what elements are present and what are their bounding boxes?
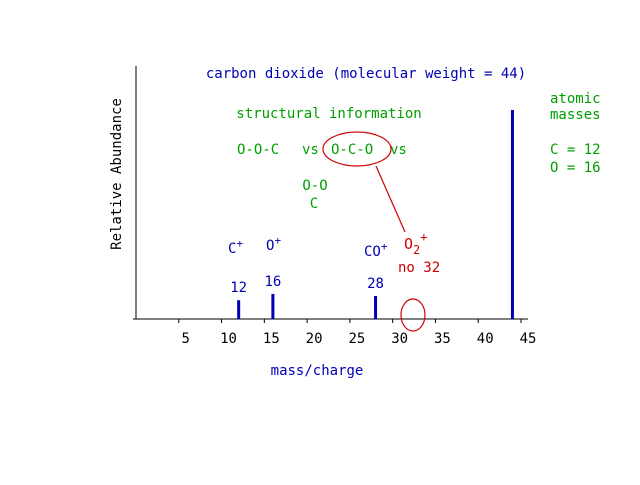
structure-oco: O-C-O (331, 142, 373, 158)
structure-vs-1: vs (302, 142, 319, 158)
oco-highlight-ellipse (322, 131, 392, 167)
x-tick-label: 20 (306, 331, 323, 347)
x-tick-label: 15 (263, 331, 280, 347)
bar-label-28: 28 (367, 276, 384, 292)
missing-32-ellipse (400, 298, 426, 332)
x-ticks: 5 10 15 20 25 30 35 40 45 (178, 319, 537, 347)
atomic-value-o: O = 16 (550, 160, 601, 176)
bar-mz-44 (510, 110, 514, 319)
atomic-heading-line1: atomic (550, 91, 601, 107)
x-tick-label: 10 (220, 331, 237, 347)
bar-mz-12 (237, 300, 241, 319)
y-axis-label: Relative Abundance (109, 98, 125, 250)
bar-label-16: 16 (264, 274, 281, 290)
atomic-value-c: C = 12 (550, 142, 601, 158)
o2-ion-label: O2+ (404, 230, 428, 257)
connector-line (375, 165, 406, 233)
bar-label-12: 12 (230, 280, 247, 296)
ring-structure-bottom: C (310, 196, 318, 212)
bars: 12 16 28 (230, 110, 514, 319)
x-tick-label: 45 (520, 331, 537, 347)
x-tick-label: 5 (182, 331, 190, 347)
ion-label-co: CO+ (364, 240, 388, 260)
bar-mz-16 (271, 293, 275, 319)
ion-label-c: C+ (228, 237, 243, 257)
ring-structure-top: O-O (302, 178, 327, 194)
x-tick-label: 30 (391, 331, 408, 347)
no-32-label: no 32 (398, 260, 440, 276)
x-axis-label: mass/charge (271, 363, 364, 379)
x-tick-label: 35 (434, 331, 451, 347)
ion-label-o: O+ (266, 234, 281, 254)
structure-ooc: O-O-C (237, 142, 279, 158)
chart-title: carbon dioxide (molecular weight = 44) (206, 66, 526, 82)
structure-vs-2: vs (390, 142, 407, 158)
x-tick-label: 40 (477, 331, 494, 347)
structural-heading: structural information (236, 106, 421, 122)
bar-mz-28 (374, 296, 378, 319)
atomic-heading-line2: masses (550, 107, 601, 123)
x-tick-label: 25 (348, 331, 365, 347)
